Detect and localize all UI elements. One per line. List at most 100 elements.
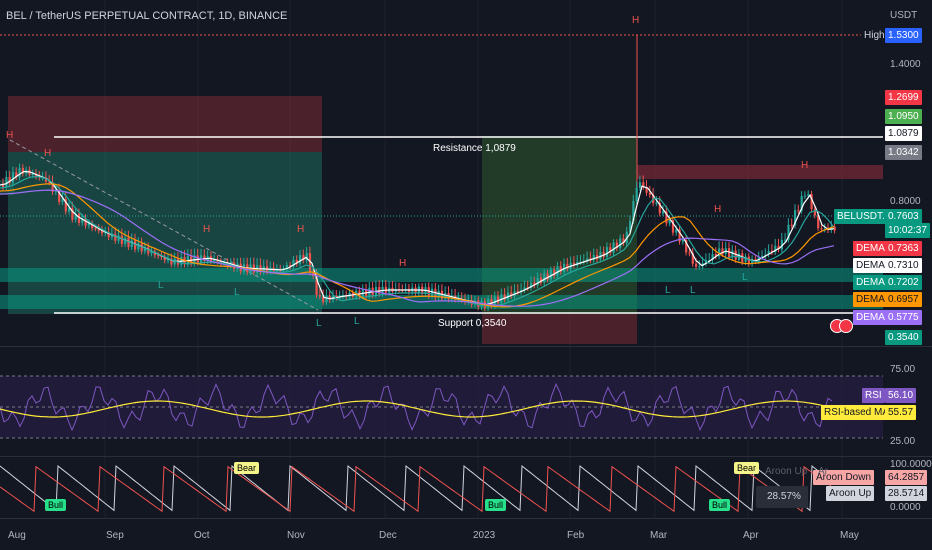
candle-body <box>691 253 694 264</box>
pivot-high-marker: H <box>801 160 809 171</box>
candle-body <box>107 232 110 238</box>
candle-body <box>668 220 671 224</box>
bull-signal: Bull <box>485 499 507 511</box>
last-price-value: 0.7603 <box>885 209 922 224</box>
candle-body <box>803 195 807 197</box>
candle-body <box>114 233 117 241</box>
price-level-tag: 1.0342 <box>885 145 922 160</box>
resistance-band <box>637 165 883 179</box>
bull-signal: Bull <box>709 499 731 511</box>
candle-body <box>622 238 625 244</box>
candle-body <box>539 277 543 283</box>
rsi-line <box>0 382 833 432</box>
candle-body <box>219 261 222 263</box>
moving-average-line <box>0 183 835 308</box>
candle-body <box>635 187 638 202</box>
pivot-high-marker: H <box>632 15 640 26</box>
candle-body <box>764 254 767 256</box>
time-tick: May <box>840 530 859 541</box>
price-tick: 0.8000 <box>890 196 921 207</box>
pivot-high-marker: H <box>714 204 722 215</box>
candle-body <box>341 295 345 297</box>
candle-body <box>586 258 589 262</box>
candle-body <box>675 229 678 233</box>
candle-body <box>285 264 288 270</box>
candle-body <box>767 250 770 255</box>
candle-body <box>655 202 658 204</box>
candle-body <box>15 172 18 178</box>
candle-body <box>761 255 764 257</box>
candle-body <box>44 177 48 182</box>
candle-body <box>51 182 54 192</box>
candle-body <box>671 220 675 233</box>
resistance-label: Resistance 1,0879 <box>433 143 516 154</box>
candle-body <box>289 264 292 267</box>
panel-separator-rsi[interactable] <box>0 346 932 347</box>
flag-icon[interactable] <box>839 319 853 333</box>
candle-body <box>437 290 440 298</box>
pivot-high-marker: H <box>399 258 407 269</box>
candle-body <box>619 238 622 249</box>
candle-body <box>74 213 77 220</box>
aroon-down-line <box>0 465 835 513</box>
candle-body <box>150 251 153 254</box>
candle-body <box>797 210 800 212</box>
symbol-label[interactable]: BELUSDT.P <box>834 209 895 224</box>
candle-body <box>708 259 711 261</box>
candle-body <box>163 256 166 261</box>
moving-average-line <box>0 189 835 307</box>
candle-body <box>523 287 526 290</box>
time-tick: Sep <box>106 530 124 541</box>
dema-value: 0.7363 <box>885 241 922 256</box>
time-tick: Mar <box>650 530 668 541</box>
chart-title[interactable]: BEL / TetherUS PERPETUAL CONTRACT, 1D, B… <box>6 10 288 22</box>
candle-body <box>490 299 493 306</box>
candle-body <box>728 248 731 258</box>
aroon-up-value: 28.5714 <box>885 486 928 501</box>
candle-body <box>137 243 140 250</box>
candle-body <box>721 248 724 255</box>
candle-body <box>807 193 810 196</box>
candle-body <box>295 259 298 264</box>
candle-body <box>833 226 836 231</box>
candle-body <box>143 247 147 252</box>
candle-body <box>58 190 61 202</box>
candle-body <box>401 290 404 292</box>
candle-body <box>592 254 595 261</box>
short-position-risk-zone <box>8 96 322 152</box>
candle-body <box>612 242 615 253</box>
candle-body <box>130 240 133 247</box>
trend-line-dashed <box>9 139 319 311</box>
candle-body <box>299 255 302 264</box>
candle-body <box>81 218 84 223</box>
dema-label: DEMA <box>853 292 888 307</box>
candle-body <box>157 255 160 257</box>
time-tick: 2023 <box>473 530 496 541</box>
candle-body <box>325 296 328 303</box>
candle-body <box>516 291 519 293</box>
candle-body <box>308 253 312 273</box>
candle-body <box>734 250 737 260</box>
candle-body <box>572 262 576 266</box>
candle-body <box>642 182 645 187</box>
pivot-low-marker: L <box>690 285 696 296</box>
candle-body <box>681 239 684 242</box>
candle-body <box>638 182 642 188</box>
panel-separator-aroon[interactable] <box>0 456 932 457</box>
candle-body <box>685 239 688 253</box>
time-tick: Nov <box>287 530 305 541</box>
candle-body <box>21 167 24 174</box>
candle-body <box>510 292 513 296</box>
candle-body <box>665 211 668 224</box>
rsi-tick: 75.00 <box>890 364 916 375</box>
candle-body <box>322 296 325 303</box>
candle-body <box>101 230 104 234</box>
candle-body <box>698 266 701 268</box>
demand-band-2 <box>0 295 883 309</box>
aroon-down-value: 64.2857 <box>885 470 928 485</box>
long-position-target-zone <box>482 136 637 314</box>
candle-body <box>77 213 81 223</box>
pivot-low-marker: L <box>665 285 671 296</box>
candle-body <box>645 186 648 193</box>
